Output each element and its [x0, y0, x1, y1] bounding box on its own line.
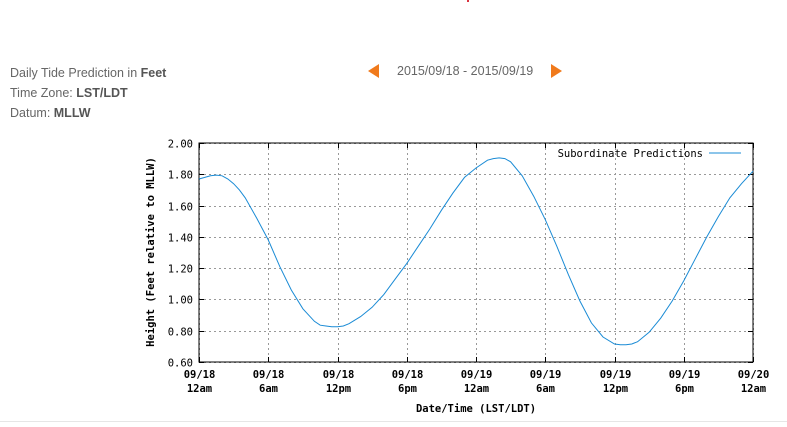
x-tick-date-label: 09/18: [392, 369, 424, 381]
x-tick-date-label: 09/19: [669, 369, 701, 381]
x-tick-time-label: 6am: [259, 383, 278, 395]
datum-line: Datum: MLLW: [10, 103, 166, 123]
x-tick-time-label: 6pm: [675, 383, 694, 395]
x-tick-date-label: 09/20: [738, 369, 770, 381]
prediction-unit-line: Daily Tide Prediction in Feet: [10, 63, 166, 83]
x-tick-date-label: 09/19: [530, 369, 562, 381]
y-tick-label: 0.60: [168, 358, 193, 370]
x-tick-time-label: 12am: [464, 383, 489, 395]
datum-label: Datum:: [10, 106, 54, 120]
x-tick-time-label: 12pm: [603, 383, 628, 395]
prediction-label: Daily Tide Prediction in: [10, 66, 141, 80]
y-tick-label: 1.80: [168, 170, 193, 182]
y-tick-label: 1.00: [168, 295, 193, 307]
datum-value: MLLW: [53, 106, 91, 120]
prediction-unit-value: Feet: [140, 66, 167, 80]
x-tick-date-label: 09/18: [184, 369, 216, 381]
bottom-divider: [0, 421, 787, 422]
series-line-subordinate-predictions: [198, 157, 754, 346]
x-tick-time-label: 12am: [187, 383, 212, 395]
y-tick-label: 1.20: [168, 264, 193, 276]
date-navigation: 2015/09/18 - 2015/09/19: [368, 62, 563, 80]
x-tick-date-label: 09/19: [461, 369, 493, 381]
chart-ticks: [199, 143, 754, 363]
x-tick-time-label: 6am: [536, 383, 555, 395]
x-tick-time-label: 6pm: [398, 383, 417, 395]
red-dot-marker: [467, 0, 469, 2]
x-tick-time-label: 12pm: [326, 383, 351, 395]
previous-day-arrow-icon[interactable]: [368, 64, 379, 78]
chart-grid: [199, 143, 754, 363]
y-tick-label: 0.80: [168, 327, 193, 339]
tide-info-panel: Daily Tide Prediction in Feet Time Zone:…: [10, 63, 166, 123]
legend-label: Subordinate Predictions: [558, 148, 703, 160]
x-tick-date-label: 09/18: [253, 369, 285, 381]
y-tick-label: 1.40: [168, 233, 193, 245]
x-axis-title: Date/Time (LST/LDT): [416, 403, 536, 415]
y-axis-title: Height (Feet relative to MLLW): [145, 157, 157, 347]
x-tick-date-label: 09/19: [600, 369, 632, 381]
timezone-value: LST/LDT: [76, 86, 128, 100]
timezone-label: Time Zone:: [10, 86, 77, 100]
date-range-label: 2015/09/18 - 2015/09/19: [397, 64, 534, 78]
y-tick-label: 2.00: [168, 139, 193, 151]
x-tick-labels: 09/18 12am 09/18 6am 09/18 12pm 09/18 6pm 09/19 1…: [184, 369, 770, 395]
x-tick-time-label: 12am: [741, 383, 766, 395]
timezone-line: Time Zone: LST/LDT: [10, 83, 166, 103]
x-tick-date-label: 09/18: [323, 369, 355, 381]
y-tick-label: 1.60: [168, 202, 193, 214]
y-tick-labels: 0.60 0.80 1.00 1.20 1.40 1.60 1.80 2.00: [168, 139, 193, 370]
next-day-arrow-icon[interactable]: [551, 64, 563, 78]
